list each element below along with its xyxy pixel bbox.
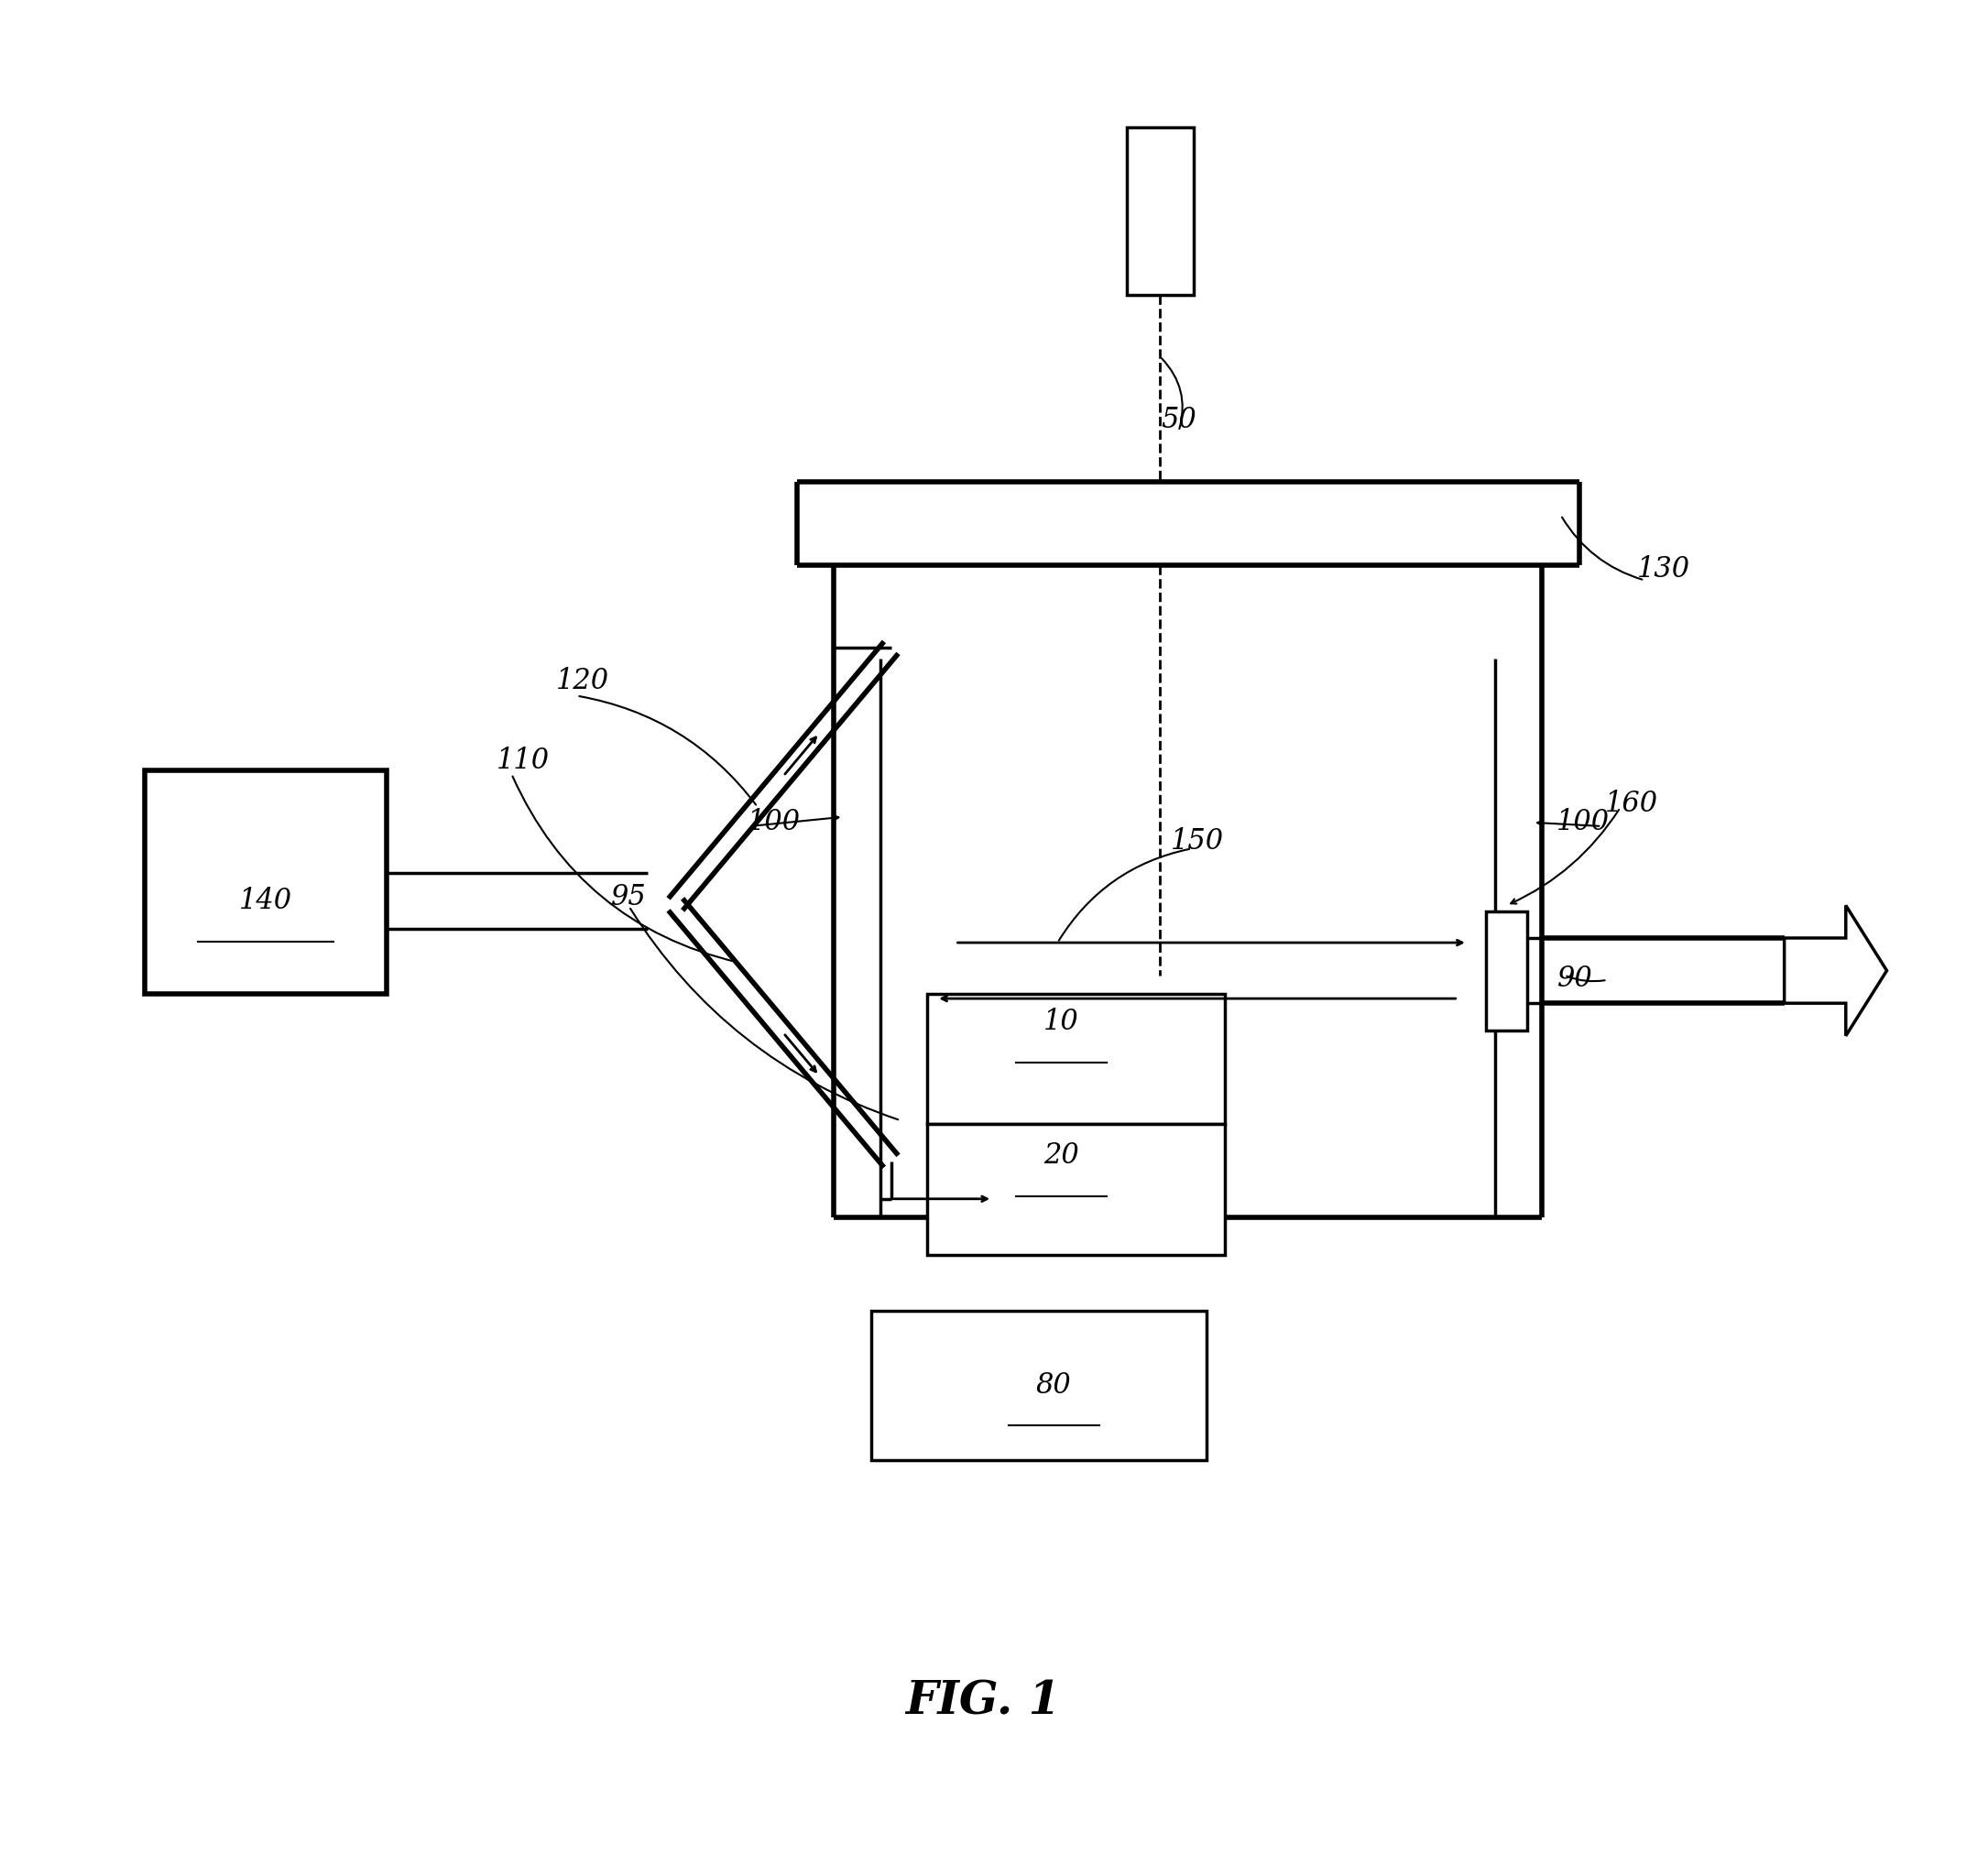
- Text: 20: 20: [1044, 1142, 1079, 1171]
- Text: 130: 130: [1636, 555, 1691, 583]
- Text: 100: 100: [1557, 809, 1610, 837]
- Text: 80: 80: [1036, 1371, 1071, 1399]
- Text: FIG. 1: FIG. 1: [906, 1679, 1060, 1724]
- Text: 120: 120: [556, 666, 609, 696]
- Bar: [928, 1124, 1225, 1255]
- Polygon shape: [1785, 906, 1887, 1036]
- Text: 150: 150: [1170, 827, 1225, 855]
- Text: 10: 10: [1044, 1007, 1079, 1036]
- Bar: [1127, 128, 1193, 295]
- Text: 100: 100: [747, 809, 800, 837]
- Bar: [144, 771, 387, 994]
- Bar: [928, 994, 1225, 1124]
- Text: 95: 95: [611, 884, 647, 912]
- Bar: [1486, 912, 1528, 1030]
- Text: 160: 160: [1604, 790, 1657, 818]
- Text: 90: 90: [1557, 964, 1592, 992]
- Text: 140: 140: [240, 887, 293, 915]
- Bar: [871, 1311, 1207, 1460]
- Text: 110: 110: [495, 747, 549, 775]
- Text: 50: 50: [1160, 405, 1197, 433]
